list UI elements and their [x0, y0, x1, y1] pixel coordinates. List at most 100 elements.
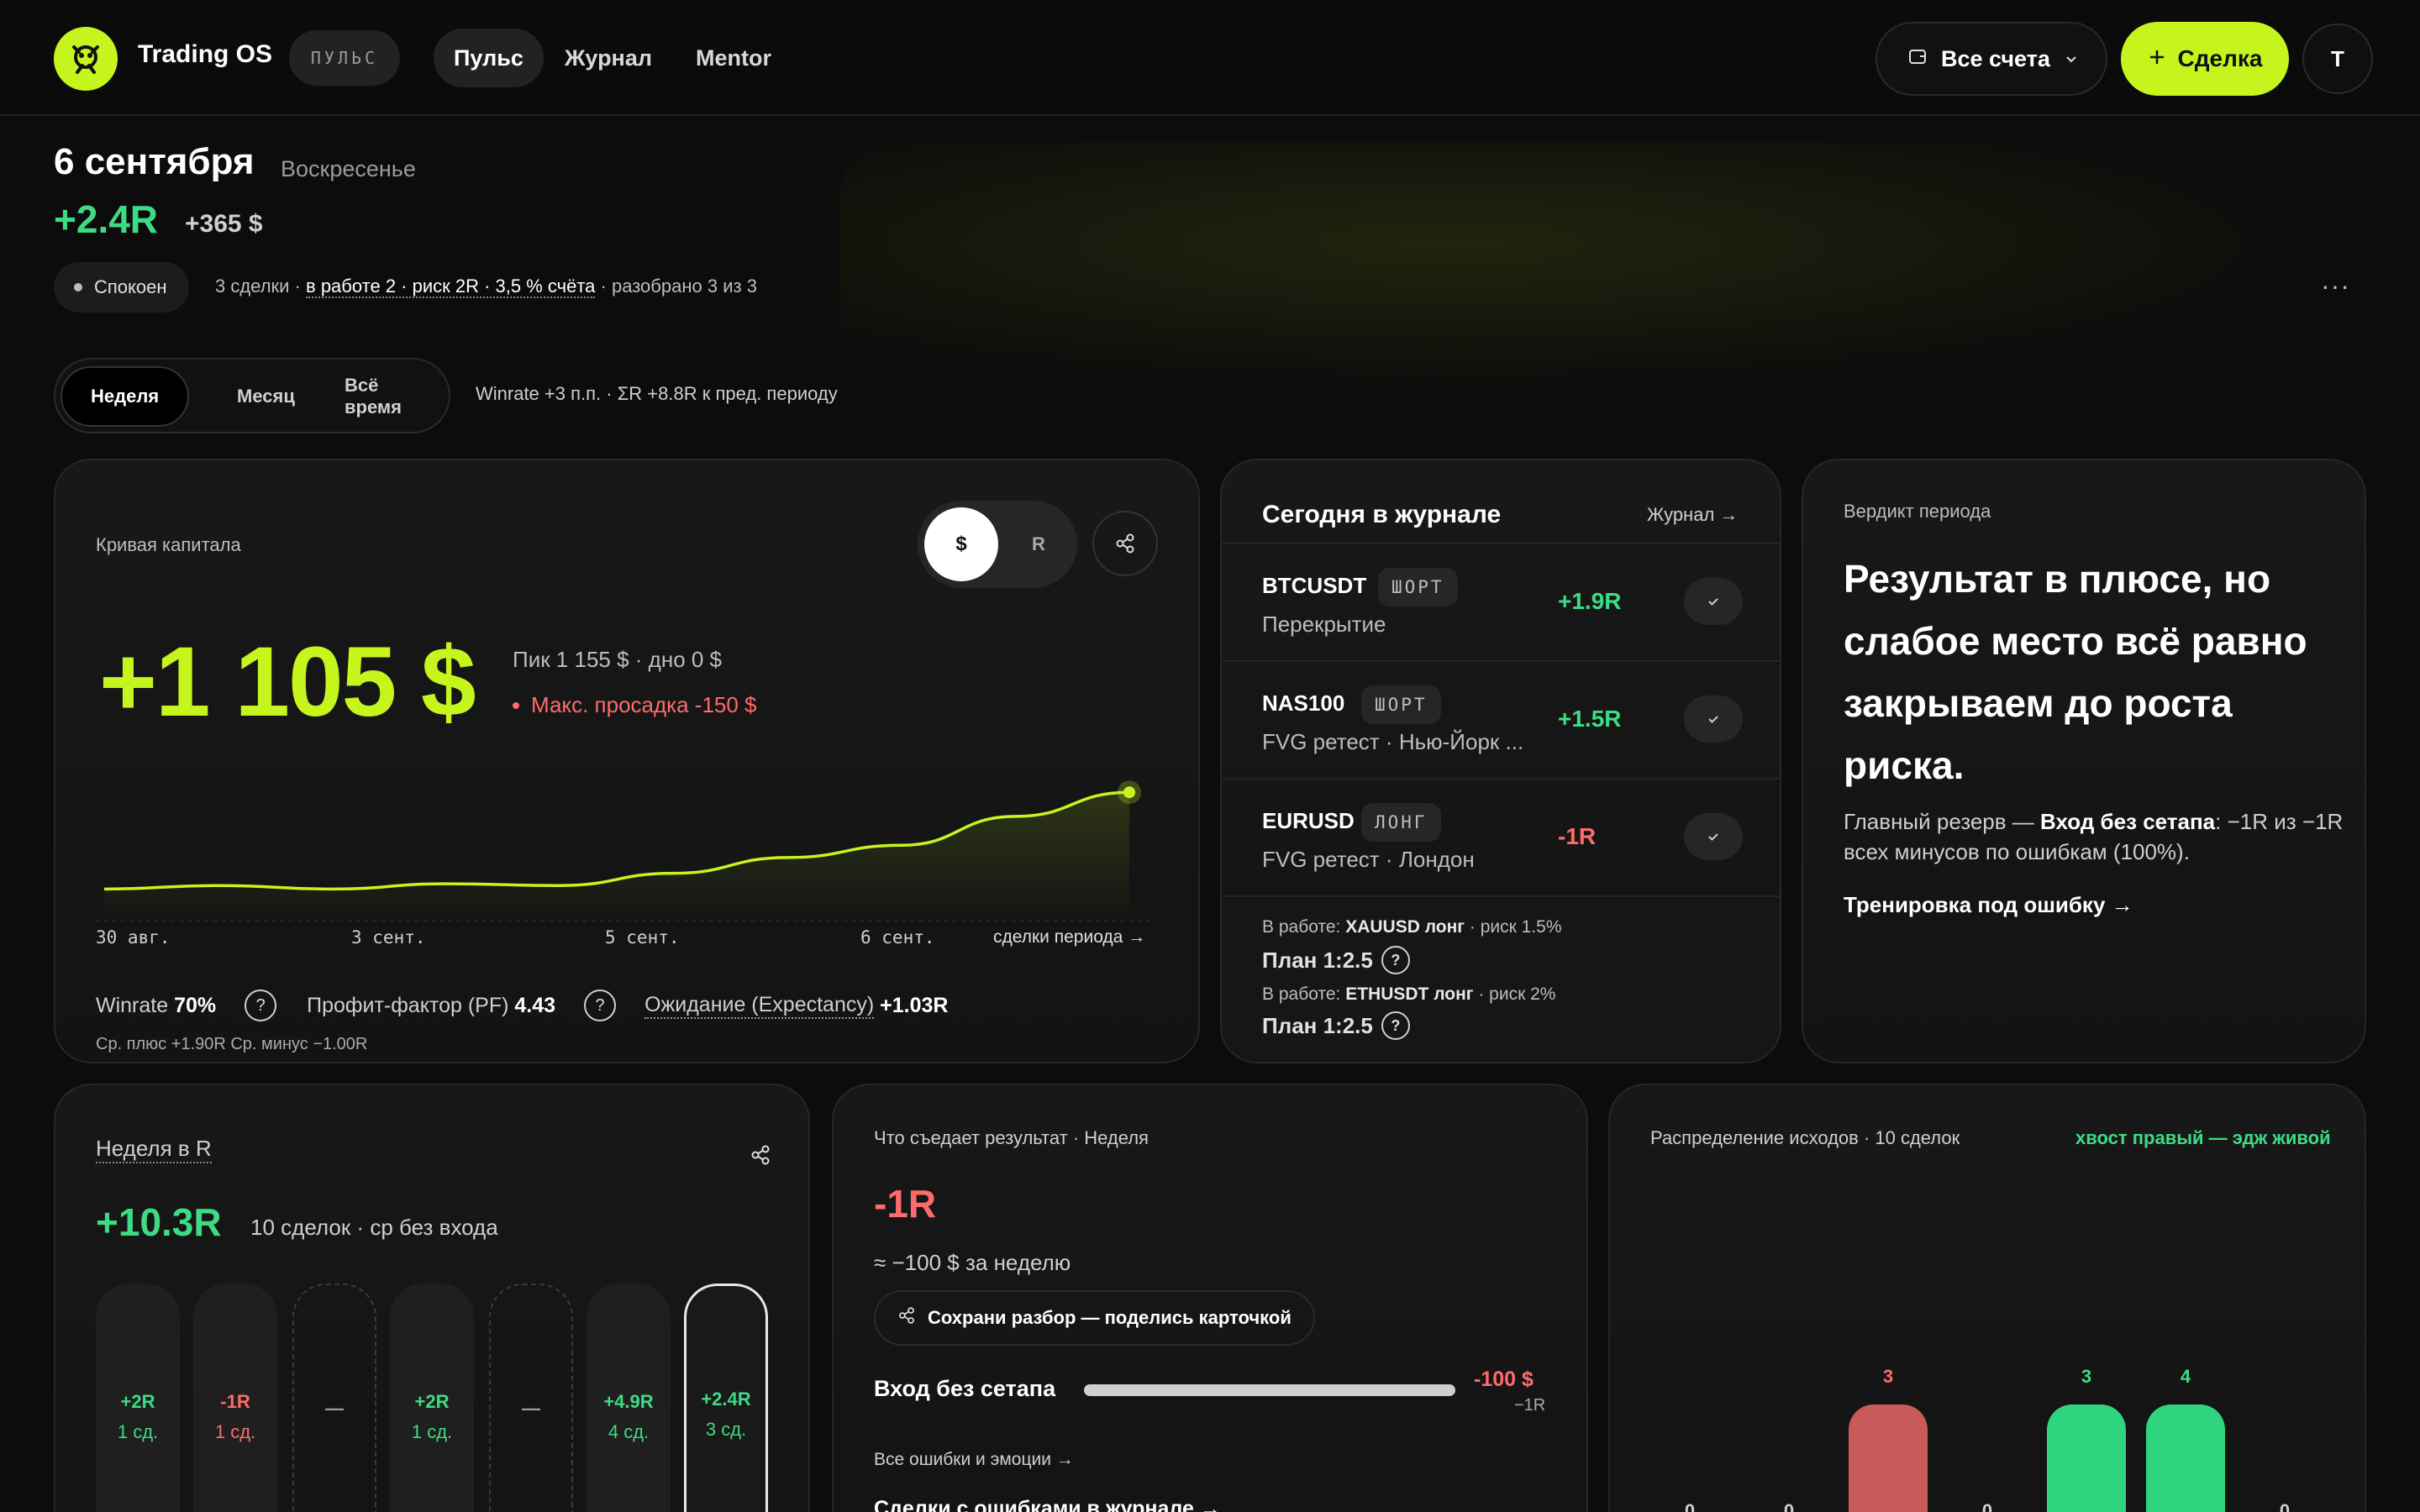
equity-metrics: Winrate 70% ? Профит-фактор (PF) 4.43 ? … — [96, 990, 948, 1021]
day-column[interactable]: -1R 1 сд. — [193, 1284, 277, 1512]
day-summary: 3 сделки · в работе 2 · риск 2R · 3,5 % … — [215, 276, 757, 298]
trade-setup: FVG ретест · Лондон — [1262, 847, 1475, 872]
share-card-button[interactable]: Сохрани разбор — поделись карточкой — [874, 1290, 1315, 1346]
equity-chart — [96, 780, 1155, 922]
histogram-count: 0 — [1981, 1500, 1993, 1512]
distribution-card: Распределение исходов · 10 сделок хвост … — [1608, 1084, 2366, 1512]
help-icon[interactable]: ? — [584, 990, 617, 1021]
x-tick: 6 сент. — [860, 927, 935, 948]
nav-pulse[interactable]: Пульс — [434, 29, 544, 87]
winrate-value: 70% — [174, 993, 217, 1017]
share-icon[interactable] — [1092, 511, 1158, 576]
period-trades-link[interactable]: сделки периода → — [993, 927, 1146, 947]
period-comparison: Winrate +3 п.п. · ΣR +8.8R к пред. перио… — [476, 383, 838, 404]
day-column-today[interactable]: +2.4R 3 сд. — [684, 1284, 768, 1512]
drawdown-text: Макс. просадка -150 $ — [531, 692, 757, 717]
distribution-label: Распределение исходов · 10 сделок — [1650, 1127, 1960, 1148]
nav-mentor[interactable]: Mentor — [696, 45, 771, 71]
mood-badge[interactable]: Спокоен — [54, 262, 189, 312]
new-trade-button[interactable]: Сделка — [2121, 22, 2289, 96]
trade-setup: Перекрытие — [1262, 612, 1386, 637]
in-work-plan: План 1:2.5 ? — [1262, 946, 1410, 974]
nav-journal[interactable]: Журнал — [565, 45, 653, 71]
week-title[interactable]: Неделя в R — [96, 1136, 212, 1163]
leak-error-r: −1R — [1514, 1396, 1546, 1415]
help-icon[interactable]: ? — [1381, 1011, 1410, 1040]
verdict-headline: Результат в плюсе, но слабое место всё р… — [1844, 557, 2307, 787]
day-column[interactable]: +2R 1 сд. — [390, 1284, 474, 1512]
check-icon[interactable] — [1684, 578, 1743, 625]
unit-toggle[interactable]: $ R — [918, 501, 1077, 588]
journal-title: Сегодня в журнале — [1262, 501, 1502, 528]
in-work-risk: · риск 1.5% — [1469, 917, 1562, 937]
trade-side-tag: ЛОНГ — [1361, 803, 1441, 842]
leak-error-usd: -100 $ — [1474, 1368, 1534, 1391]
help-icon[interactable]: ? — [1381, 946, 1410, 974]
trade-symbol: BTCUSDT — [1262, 573, 1367, 598]
check-icon[interactable] — [1684, 696, 1743, 743]
leak-card: Что съедает результат · Неделя -1R ≈ −10… — [832, 1084, 1588, 1512]
mood-label: Спокоен — [94, 276, 167, 297]
toggle-r[interactable]: R — [1032, 533, 1045, 554]
histogram-bar[interactable] — [2047, 1404, 2126, 1512]
histogram-count: 3 — [1882, 1366, 1894, 1387]
training-link[interactable]: Тренировка под ошибку → — [1844, 892, 2133, 917]
week-card: Неделя в R +10.3R 10 сделок · ср без вхо… — [54, 1084, 810, 1512]
distribution-note: хвост правый — эдж живой — [2075, 1127, 2331, 1148]
day-column[interactable]: — — [292, 1284, 376, 1512]
trade-side-tag: ШОРТ — [1361, 685, 1441, 724]
page-weekday: Воскресенье — [281, 156, 416, 181]
day-total-usd: +365 $ — [185, 210, 263, 238]
accounts-select[interactable]: Все счета — [1876, 22, 2107, 96]
week-meta: 10 сделок · ср без входа — [250, 1215, 498, 1240]
chevron-down-icon — [2064, 46, 2079, 72]
day-column[interactable]: +4.9R 4 сд. — [587, 1284, 671, 1512]
wallet-icon — [1907, 46, 1928, 72]
histogram-count: 0 — [1684, 1500, 1696, 1512]
trade-symbol: NAS100 — [1262, 690, 1345, 716]
equity-peak: Пик 1 155 $ · дно 0 $ — [513, 647, 723, 672]
leak-label: Что съедает результат · Неделя — [874, 1127, 1149, 1148]
error-trades-link[interactable]: Сделки с ошибками в журнале → — [874, 1497, 1221, 1512]
journal-card: Сегодня в журнале Журнал → BTCUSDT ШОРТ … — [1220, 459, 1781, 1063]
verdict-label: Вердикт периода — [1844, 501, 1991, 522]
histogram-bar[interactable] — [1849, 1404, 1928, 1512]
in-work-plan: План 1:2.5 ? — [1262, 1011, 1410, 1040]
summary-prefix: 3 сделки · — [215, 276, 301, 297]
in-work-line: В работе: XAUUSD лонг · риск 1.5% — [1262, 917, 1562, 937]
more-options-icon[interactable]: ··· — [2321, 270, 2350, 301]
mood-dot — [74, 283, 82, 291]
histogram-bar[interactable] — [2146, 1404, 2225, 1512]
equity-label: Кривая капитала — [96, 534, 241, 555]
leak-r: -1R — [874, 1182, 937, 1226]
expectancy-value: +1.03R — [880, 993, 949, 1017]
logo-icon[interactable] — [54, 27, 118, 91]
x-tick: 3 сент. — [351, 927, 426, 948]
journal-row[interactable]: BTCUSDT ШОРТ Перекрытие +1.9R — [1222, 543, 1780, 660]
day-r: -1R — [220, 1391, 250, 1412]
share-icon[interactable] — [728, 1122, 793, 1188]
journal-link[interactable]: Журнал → — [1647, 504, 1739, 525]
day-r: — — [325, 1398, 344, 1419]
equity-area — [104, 792, 1129, 922]
day-count: 1 сд. — [411, 1421, 453, 1442]
day-column[interactable]: +2R 1 сд. — [96, 1284, 180, 1512]
avatar[interactable]: T — [2302, 24, 2373, 94]
tab-all-time[interactable]: Всё время — [345, 375, 402, 417]
journal-row[interactable]: NAS100 ШОРТ FVG ретест · Нью-Йорк ... +1… — [1222, 660, 1780, 778]
tab-week[interactable]: Неделя — [60, 366, 190, 427]
all-errors-link[interactable]: Все ошибки и эмоции → — [874, 1450, 1074, 1469]
summary-risk-link[interactable]: в работе 2 · риск 2R · 3,5 % счёта — [306, 276, 596, 298]
check-icon[interactable] — [1684, 813, 1743, 860]
tab-month[interactable]: Месяц — [237, 386, 295, 407]
help-icon[interactable]: ? — [245, 990, 277, 1021]
journal-row[interactable]: EURUSD ЛОНГ FVG ретест · Лондон -1R — [1222, 778, 1780, 895]
day-r: +2.4R — [701, 1389, 751, 1410]
day-column[interactable]: — — [489, 1284, 573, 1512]
equity-line — [103, 790, 1130, 891]
histogram-count: 0 — [1783, 1500, 1795, 1512]
toggle-usd[interactable]: $ — [924, 507, 998, 581]
day-total-r: +2.4R — [54, 197, 159, 241]
expectancy-label[interactable]: Ожидание (Expectancy) — [644, 993, 875, 1019]
day-count: 1 сд. — [214, 1421, 256, 1442]
